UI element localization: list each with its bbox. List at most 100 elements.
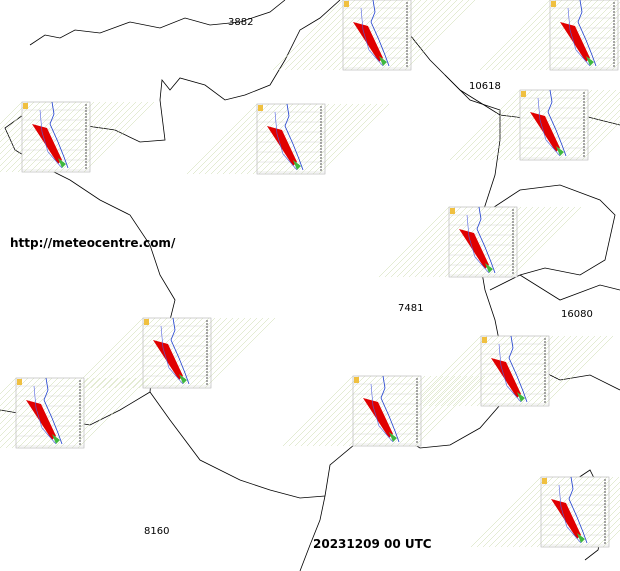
thumb-dew xyxy=(360,7,384,67)
thumb-icon xyxy=(17,379,22,385)
thumb-hatch xyxy=(518,476,590,548)
thumb-dew xyxy=(39,109,63,169)
thumb-hatch xyxy=(539,89,611,161)
thumb-cape xyxy=(459,229,489,269)
thumb-hatch xyxy=(0,377,29,407)
thumb-hatch xyxy=(180,317,252,389)
thumb-dew xyxy=(370,383,394,443)
thumb-hatch xyxy=(581,121,620,161)
thumb-icon xyxy=(551,1,556,7)
thumb-hatch xyxy=(29,101,101,173)
thumb-hatch xyxy=(480,206,552,278)
thumb-hatch xyxy=(41,101,113,173)
sounding-thumbnail xyxy=(72,317,276,389)
thumb-hatch xyxy=(72,317,144,389)
thumb-hatch xyxy=(396,375,468,447)
thumb-hatch xyxy=(422,335,494,407)
thumb-hatch xyxy=(53,377,125,449)
thumb-hatch xyxy=(521,0,593,71)
thumb-cin xyxy=(517,392,525,402)
thumb-hatch xyxy=(0,377,41,419)
thumb-hatch xyxy=(138,317,210,389)
thumb-hatch xyxy=(308,0,380,71)
thumb-hatch xyxy=(65,377,137,449)
thumb-hatch xyxy=(78,317,150,389)
source-url: http://meteocentre.com/ xyxy=(10,236,176,250)
thumb-hatch xyxy=(545,0,617,71)
thumb-hatch xyxy=(524,335,596,407)
thumb-hatch xyxy=(288,375,360,447)
thumb-hatch xyxy=(96,317,168,389)
thumb-hatch xyxy=(53,101,125,173)
thumb-hatch xyxy=(65,101,137,173)
thumb-hatch xyxy=(0,101,71,173)
thumb-hatch xyxy=(294,375,366,447)
thumb-hatch xyxy=(575,115,620,161)
thumb-frame xyxy=(21,101,91,173)
thumb-hatch xyxy=(492,206,564,278)
thumb-cape xyxy=(353,22,383,62)
thumb-cape xyxy=(267,126,297,166)
thumb-hatch xyxy=(300,375,372,447)
thumb-hatch xyxy=(338,0,410,71)
thumb-icon xyxy=(258,105,263,111)
thumb-hatch xyxy=(410,335,482,407)
sounding-thumbnail xyxy=(0,377,149,449)
thumb-hatch xyxy=(300,103,372,175)
thumb-hatch xyxy=(476,476,548,548)
thumb-hatch xyxy=(488,476,560,548)
thumb-hatch xyxy=(455,89,527,161)
thumb-hatch xyxy=(284,0,356,71)
thumb-hatch xyxy=(0,377,23,401)
thumb-hatch xyxy=(512,335,584,407)
thumb-hatch xyxy=(204,103,276,175)
thumb-hatch xyxy=(71,377,143,449)
thumb-temp xyxy=(476,206,496,274)
sounding-thumbnail xyxy=(282,375,486,447)
thumb-hatch xyxy=(596,523,620,548)
thumb-cape xyxy=(153,340,183,380)
thumb-temp xyxy=(508,335,528,403)
thumb-hatch xyxy=(314,0,386,71)
thumb-frame xyxy=(342,0,412,71)
thumb-hatch xyxy=(0,101,23,125)
thumb-hatch xyxy=(306,103,378,175)
thumb-hatch xyxy=(458,335,530,407)
thumb-hatch xyxy=(264,103,336,175)
thumb-hatch xyxy=(504,206,576,278)
thumb-hatch xyxy=(362,0,434,71)
thumb-dew xyxy=(466,214,490,274)
thumb-hatch xyxy=(521,89,593,161)
thumb-cin xyxy=(379,56,387,66)
thumb-hatch xyxy=(498,206,570,278)
thumb-hatch xyxy=(192,103,264,175)
thumb-hatch xyxy=(186,103,258,175)
thumb-hatch xyxy=(569,19,620,71)
thumb-hatch xyxy=(587,37,620,71)
thumb-temp xyxy=(380,375,400,443)
thumb-hatch xyxy=(294,103,366,175)
thumb-hatch xyxy=(494,335,566,407)
thumb-hatch xyxy=(530,335,602,407)
thumb-cin xyxy=(179,374,187,384)
thumb-dew xyxy=(567,7,591,67)
thumb-cin xyxy=(52,434,60,444)
thumb-cape xyxy=(491,358,521,398)
thumb-hatch xyxy=(390,206,462,278)
thumb-hatch xyxy=(497,89,569,161)
thumb-temp xyxy=(43,377,63,445)
thumb-hatch xyxy=(288,103,360,175)
thumb-cape xyxy=(363,398,393,438)
thumb-hatch xyxy=(452,335,524,407)
thumb-hatch xyxy=(557,97,620,161)
station-label: 8160 xyxy=(144,526,169,537)
thumb-hatch xyxy=(318,103,390,175)
thumb-hatch xyxy=(390,375,462,447)
thumb-hatch xyxy=(551,1,620,71)
thumb-icon xyxy=(354,377,359,383)
thumb-hatch xyxy=(84,317,156,389)
thumb-temp xyxy=(370,0,390,67)
thumb-hatch xyxy=(491,89,563,161)
thumb-hatch xyxy=(90,317,162,389)
thumb-icon xyxy=(521,91,526,97)
